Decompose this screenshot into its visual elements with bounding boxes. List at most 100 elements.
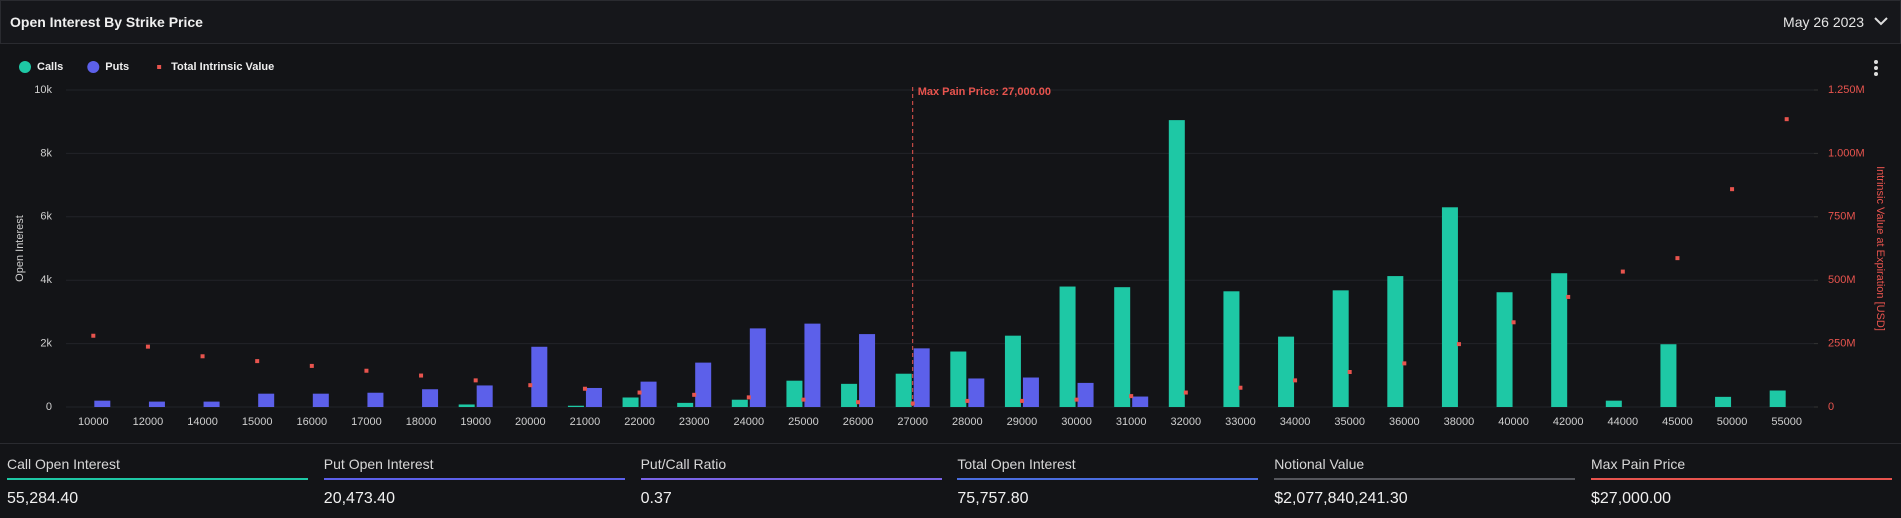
bar (458, 404, 475, 407)
bar (695, 362, 712, 407)
title: Open Interest By Strike Price (10, 14, 203, 30)
bar (1769, 390, 1786, 407)
bar (1660, 344, 1677, 407)
stat: Notional Value $2,077,840,241.30 (1267, 444, 1576, 518)
y-tick-label: 2k (40, 338, 52, 350)
y2-tick-label: 750M (1828, 211, 1856, 223)
y2-tick-label: 1.000M (1828, 147, 1865, 159)
stat-underline (640, 478, 942, 480)
legend-label: Total Intrinsic Value (171, 61, 274, 73)
intrinsic-point (746, 395, 751, 400)
bar (1022, 377, 1039, 407)
bar (148, 401, 165, 407)
bar (804, 323, 821, 407)
x-tick-label: 15000 (242, 416, 273, 428)
bar (585, 387, 602, 407)
stat-underline (7, 478, 308, 480)
x-tick-label: 25000 (788, 416, 819, 428)
y2-axis-label: Intrinsic Value at Expiration [USD] (1874, 166, 1886, 331)
y-axis-label: Open Interest (14, 215, 26, 282)
bar (94, 400, 111, 407)
intrinsic-point (145, 344, 150, 349)
intrinsic-point (1129, 394, 1134, 399)
stats: Call Open Interest 55,284.40 Put Open Inte… (0, 443, 1901, 518)
bar (1605, 400, 1622, 407)
y2-tick-label: 500M (1828, 274, 1856, 286)
bar (312, 393, 329, 407)
stat-label: Total Open Interest (957, 456, 1076, 472)
x-tick-label: 32000 (1171, 416, 1202, 428)
intrinsic-point (255, 359, 260, 364)
y-tick-label: 0 (46, 401, 52, 413)
stat-label: Max Pain Price (1591, 456, 1686, 472)
bar (895, 373, 912, 407)
bar (913, 348, 930, 407)
stat-underline (1591, 478, 1892, 480)
chevron[interactable] (1874, 16, 1888, 26)
bar (1004, 335, 1021, 407)
x-tick-label: 40000 (1498, 416, 1529, 428)
bar (677, 402, 694, 407)
stat: Total Open Interest 75,757.80 (950, 444, 1259, 518)
intrinsic-point (1293, 378, 1298, 383)
x-tick-label: 28000 (952, 416, 983, 428)
bar (1387, 276, 1404, 407)
bar (476, 385, 493, 407)
bar (1551, 273, 1568, 407)
legend-marker (19, 61, 31, 73)
y-tick-label: 6k (40, 211, 52, 223)
x-tick-label: 24000 (734, 416, 765, 428)
intrinsic-point (1620, 269, 1625, 274)
stat: Max Pain Price $27,000.00 (1584, 444, 1892, 518)
stat: Put/Call Ratio 0.37 (634, 444, 942, 518)
intrinsic-point (1183, 390, 1188, 395)
stat-label: Call Open Interest (7, 456, 120, 472)
x-tick-label: 21000 (570, 416, 601, 428)
stat: Call Open Interest 55,284.40 (0, 444, 308, 518)
intrinsic-point (309, 363, 314, 368)
x-tick-label: 19000 (460, 416, 491, 428)
bar (567, 405, 584, 407)
stat-value: $2,077,840,241.30 (1274, 490, 1408, 507)
bar (258, 393, 275, 407)
x-tick-label: 45000 (1662, 416, 1693, 428)
intrinsic-point (1347, 370, 1352, 375)
intrinsic-point (1566, 294, 1571, 299)
bar (1168, 120, 1185, 408)
intrinsic-point (200, 354, 205, 359)
y-tick-label: 8k (40, 147, 52, 159)
menu[interactable] (1874, 60, 1878, 76)
date-select[interactable]: May 26 2023 (1783, 14, 1864, 30)
intrinsic-point (364, 368, 369, 373)
intrinsic-point (1074, 397, 1079, 402)
stat-value: $27,000.00 (1591, 490, 1672, 507)
x-tick-label: 27000 (897, 416, 928, 428)
intrinsic-point (1511, 320, 1516, 325)
bar (1715, 396, 1732, 407)
intrinsic-point (1402, 361, 1407, 366)
stat-label: Put/Call Ratio (640, 456, 727, 472)
x-tick-label: 12000 (133, 416, 164, 428)
header: Open Interest By Strike Price May 26 202… (0, 0, 1901, 44)
bar (203, 401, 220, 407)
intrinsic-point (528, 383, 533, 388)
bar (1496, 292, 1513, 407)
x-tick-label: 22000 (624, 416, 655, 428)
stat-value: 20,473.40 (323, 490, 395, 507)
x-tick-label: 50000 (1717, 416, 1748, 428)
intrinsic-point (965, 398, 970, 403)
y2-tick-label: 250M (1828, 338, 1856, 350)
y2-tick-label: 1.250M (1828, 84, 1865, 96)
intrinsic-point (1730, 187, 1735, 192)
bar (1332, 290, 1349, 407)
bar (1441, 207, 1458, 407)
y2-tick-label: 0 (1828, 401, 1834, 413)
y-tick-label: 10k (34, 84, 52, 96)
bar (1077, 382, 1094, 407)
bar (367, 392, 384, 407)
legend-marker (87, 61, 100, 73)
bar (749, 328, 766, 407)
bar (531, 346, 548, 407)
bar (968, 378, 985, 407)
